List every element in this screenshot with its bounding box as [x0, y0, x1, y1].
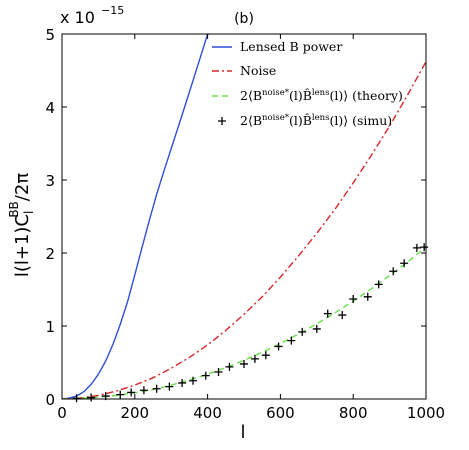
legend-entry-noise: Noise — [212, 63, 276, 78]
data-point — [338, 311, 347, 320]
y-tick-label: 3 — [45, 172, 55, 190]
data-point — [274, 342, 283, 351]
data-point — [87, 393, 96, 402]
y-tick-label: 5 — [45, 26, 55, 44]
x-tick-label: 1000 — [407, 404, 445, 422]
y-tick-label: 1 — [45, 318, 55, 336]
panel-label: (b) — [234, 11, 254, 27]
y-axis-label: l(l+1)ClBB/2π — [7, 173, 36, 277]
data-point — [250, 354, 259, 363]
legend-text: 2⟨Bnoise*(l)B̂lens(l)⟩ (theory) — [240, 88, 403, 103]
legend: Lensed B power Noise 2⟨Bnoise*(l)B̂lens(l)… — [212, 39, 403, 128]
data-point — [116, 390, 125, 399]
legend-entry-lensed: Lensed B power — [212, 39, 342, 54]
y-exponent-base: x 10 — [60, 8, 95, 27]
y-axis-label-main: l(l+1)C — [12, 214, 33, 277]
data-point — [178, 378, 187, 387]
legend-entry-theory: 2⟨Bnoise*(l)B̂lens(l)⟩ (theory) — [212, 88, 403, 103]
data-point — [323, 309, 332, 318]
data-point — [225, 362, 234, 371]
x-tick-label: 800 — [339, 404, 368, 422]
data-point — [363, 292, 372, 301]
data-point — [420, 243, 429, 252]
data-point — [165, 382, 174, 391]
data-point — [214, 367, 223, 376]
data-point — [152, 384, 161, 393]
data-point — [389, 267, 398, 276]
series-line-noise — [62, 61, 426, 399]
data-point — [127, 388, 136, 397]
data-point — [412, 243, 421, 252]
data-point — [189, 376, 198, 385]
data-point — [261, 351, 270, 360]
y-axis-label-sup: BB — [7, 201, 21, 217]
x-tick-label: 200 — [120, 404, 149, 422]
data-point — [139, 386, 148, 395]
data-point — [349, 294, 358, 303]
x-axis-label: l — [240, 422, 245, 443]
series-line-lensed — [62, 34, 210, 399]
data-point — [240, 359, 248, 368]
legend-text: Lensed B power — [240, 39, 342, 54]
legend-text: 2⟨Bnoise*(l)B̂lens(l)⟩ (simu) — [240, 113, 392, 128]
legend-swatch — [218, 117, 226, 125]
data-point — [287, 336, 296, 345]
data-point — [400, 259, 409, 268]
y-exponent: x 10 −15 — [60, 4, 124, 27]
data-point — [298, 327, 307, 336]
data-point — [72, 394, 81, 403]
data-point — [201, 371, 210, 380]
y-axis-label-sub: l — [22, 211, 36, 214]
x-tick-label: 0 — [57, 404, 67, 422]
y-axis-label-tail: /2π — [12, 173, 33, 202]
x-tick-label: 400 — [193, 404, 222, 422]
axes-box — [61, 33, 427, 400]
legend-entry-simu: 2⟨Bnoise*(l)B̂lens(l)⟩ (simu) — [218, 113, 392, 128]
y-tick-label: 4 — [45, 99, 55, 117]
legend-text: Noise — [240, 63, 276, 78]
data-point — [374, 280, 383, 289]
y-tick-label: 2 — [45, 245, 55, 263]
y-exponent-power: −15 — [101, 4, 124, 17]
data-point — [312, 324, 321, 333]
y-tick-label: 0 — [45, 391, 55, 409]
x-tick-label: 600 — [266, 404, 295, 422]
